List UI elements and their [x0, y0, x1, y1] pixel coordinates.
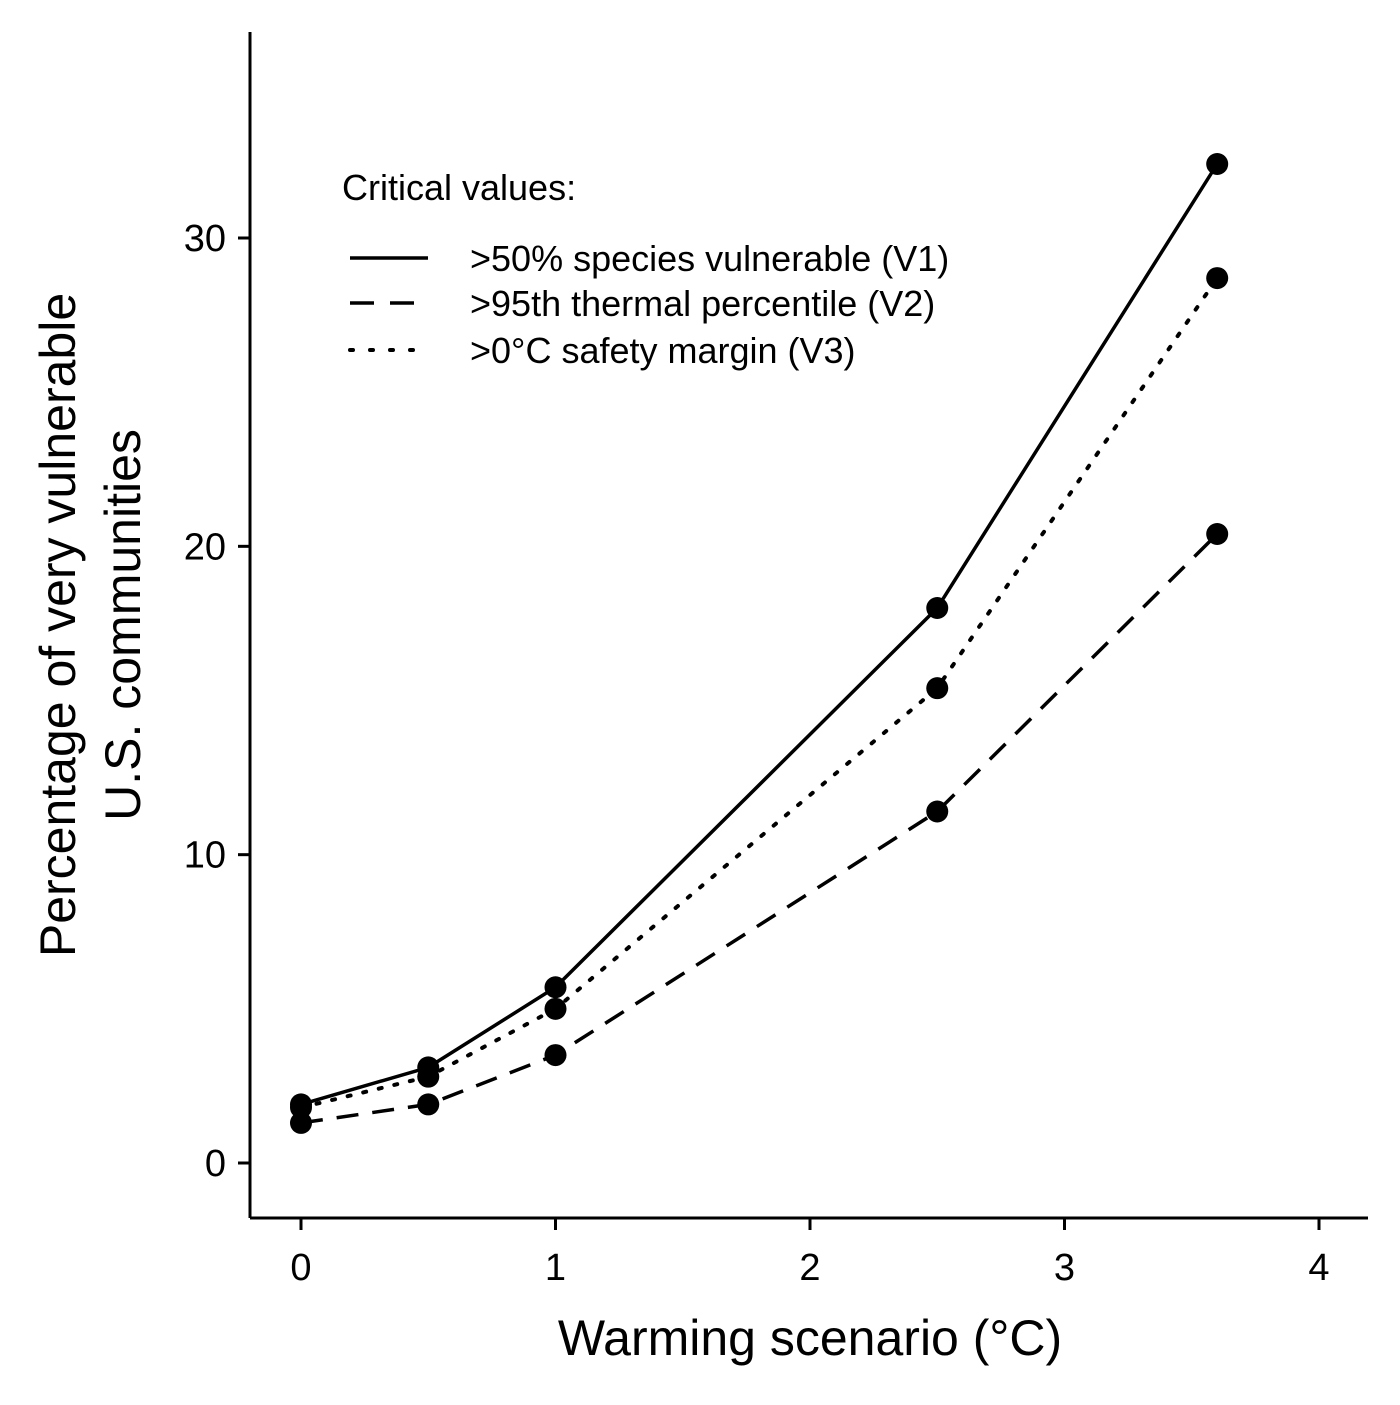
x-axis-title: Warming scenario (°C)	[558, 1310, 1062, 1366]
y-axis-title-group-2: U.S. communities	[95, 429, 151, 821]
x-tick-label: 4	[1308, 1247, 1329, 1289]
x-tick-label: 0	[290, 1247, 311, 1289]
y-tick-label: 20	[184, 526, 226, 568]
y-tick-label: 0	[205, 1143, 226, 1185]
data-point-series-2	[544, 1044, 567, 1067]
x-tick-label: 2	[799, 1247, 820, 1289]
points-layer	[290, 153, 1229, 1134]
y-axis-title-line-1: Percentage of very vulnerable	[30, 293, 86, 957]
ticks: 0 1 2 3 4 0 10 20 30	[184, 218, 1330, 1289]
data-point-series-3	[417, 1065, 440, 1088]
data-point-series-1	[926, 597, 949, 619]
data-point-series-2	[417, 1093, 440, 1116]
legend-label-3: >0°C safety margin (V3)	[470, 330, 856, 371]
data-point-series-3	[290, 1096, 312, 1119]
y-axis-title-line-2: U.S. communities	[95, 429, 151, 821]
data-point-series-2	[926, 800, 949, 823]
legend-label-1: >50% species vulnerable (V1)	[470, 238, 949, 279]
legend: Critical values: >50% species vulnerable…	[342, 167, 949, 371]
data-point-series-1	[544, 976, 567, 999]
legend-label-2: >95th thermal percentile (V2)	[470, 283, 935, 324]
legend-items: >50% species vulnerable (V1)>95th therma…	[348, 238, 949, 371]
data-point-series-2	[1206, 523, 1229, 545]
data-point-series-3	[926, 677, 949, 700]
series-line-3	[299, 276, 1220, 1110]
axes	[248, 32, 1368, 1220]
y-tick-label: 30	[184, 218, 226, 260]
data-point-series-3	[544, 997, 567, 1020]
data-point-series-3	[1206, 267, 1229, 290]
x-tick-label: 3	[1054, 1247, 1075, 1289]
legend-title: Critical values:	[342, 167, 576, 208]
series-line-2	[300, 532, 1219, 1125]
x-tick-label: 1	[545, 1247, 566, 1289]
data-point-series-2	[290, 1111, 312, 1134]
data-point-series-1	[1206, 153, 1229, 175]
y-axis-title-group: Percentage of very vulnerable	[30, 293, 86, 957]
y-tick-label: 10	[184, 835, 226, 877]
